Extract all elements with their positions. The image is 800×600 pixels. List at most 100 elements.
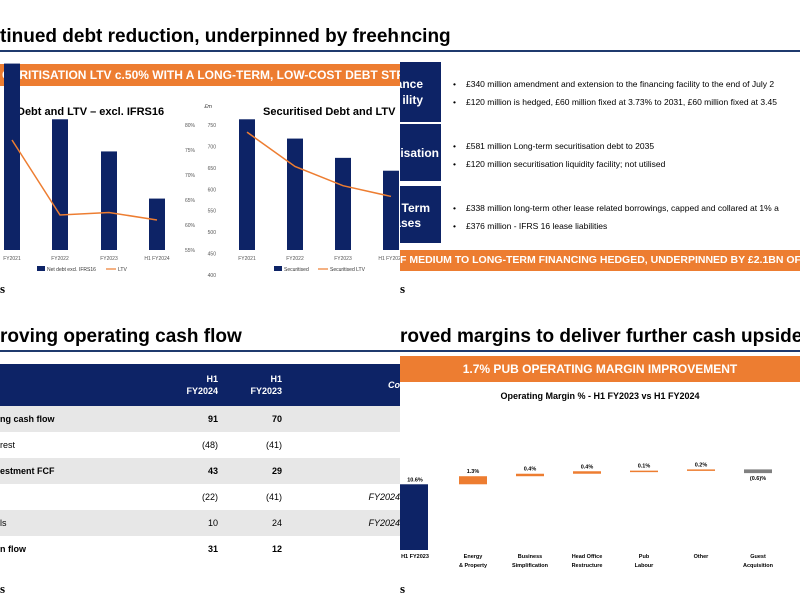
bar-securitised [239, 119, 255, 251]
x-tick-label: FY2023 [100, 256, 118, 262]
panel-title: roving operating cash flow [0, 326, 242, 347]
x-category-label: Simplification [512, 563, 549, 569]
waterfall-step-bar [630, 470, 658, 473]
chart-title-securitised: Securitised Debt and LTV [263, 106, 396, 118]
facility-label-2: ility [402, 93, 423, 107]
leases-label-1: Term [401, 201, 430, 215]
margin-banner: 1.7% PUB OPERATING MARGIN IMPROVEMENT [400, 356, 800, 382]
bullet: £376 million - IFRS 16 lease liabilities [453, 221, 607, 231]
footer-mark: s [400, 581, 406, 596]
x-category-label: Pub [639, 554, 650, 560]
ltv-banner: CURITISATION LTV c.50% WITH A LONG-TERM,… [0, 64, 400, 86]
y2-tick-label: 75% [185, 148, 196, 154]
leases-label-2: ases [400, 216, 421, 230]
cash-flow-table: H1 FY2024 H1 FY2023 Co ng cash flow 91 70 … [0, 364, 400, 562]
y2-tick-label: 55% [185, 248, 196, 254]
y-tick-label: 700 [208, 144, 217, 150]
bar-net-debt [4, 63, 20, 251]
x-tick-label: FY2023 [334, 256, 352, 262]
table-row: ls 10 24 FY2024 [0, 510, 400, 536]
legend-swatch-net-debt [37, 266, 45, 271]
securitisation-label: isation [400, 146, 439, 160]
securitisation-box: isation [400, 124, 441, 181]
y2-tick-label: 80% [185, 123, 196, 129]
y2-tick-label: 65% [185, 198, 196, 204]
line-securitised-ltv [246, 131, 392, 198]
panel-operating-cash-flow: roving operating cash flow H1 FY2024 H1 FY… [0, 300, 400, 600]
debt-charts: FY2021 FY2022 FY2023 H1 FY2024 80% 75% 70% 65% 6… [3, 63, 400, 279]
panel-title: ncing [400, 26, 451, 47]
footer-mark: s [0, 581, 6, 596]
legend-label: Securitised [284, 267, 309, 273]
col-comment: Co [282, 364, 400, 406]
x-tick-label: H1 FY2024 [144, 256, 170, 262]
bullet: £338 million long-term other lease relat… [453, 203, 779, 213]
table-row: ng cash flow 91 70 [0, 406, 400, 432]
waterfall-step-bar [687, 469, 715, 471]
bar-securitised [287, 138, 303, 250]
data-label: 0.4% [581, 464, 594, 470]
data-label: 0.2% [695, 462, 708, 468]
title-rule [400, 350, 800, 352]
bar-securitised [383, 170, 399, 250]
chart-title-debt-ltv: Debt and LTV – excl. IFRS16 [17, 106, 165, 118]
table-row: estment FCF 43 29 [0, 458, 400, 484]
bar-net-debt [52, 119, 68, 251]
x-category-label: Acquisition [743, 563, 774, 569]
legend-swatch-securitised [274, 266, 282, 271]
hedged-banner: F MEDIUM TO LONG-TERM FINANCING HEDGED, … [400, 250, 800, 271]
bar-net-debt [149, 198, 165, 250]
table-row: (22) (41) FY2024 [201, 492, 400, 502]
footer-mark: s [400, 281, 406, 296]
footer-mark: s [0, 281, 6, 296]
bar-net-debt [101, 151, 117, 250]
data-label: 0.1% [638, 464, 651, 470]
y-tick-label: 450 [208, 252, 217, 258]
col-h1-fy2023: H1 FY2023 [218, 364, 282, 406]
legend-label: LTV [118, 267, 127, 273]
waterfall-base-bar [400, 484, 428, 550]
data-label: 1.3% [467, 469, 480, 475]
col-h1-fy2024: H1 FY2024 [165, 364, 218, 406]
legend-label: Securitised LTV [330, 267, 366, 273]
facility-label-1: ance [400, 77, 423, 91]
y-tick-label: 550 [208, 209, 217, 215]
x-category-label: Other [694, 554, 710, 560]
panel-debt-reduction: tinued debt reduction, underpinned by fr… [0, 0, 400, 300]
x-category-label: Labour [635, 563, 654, 569]
panel-financing: ncing ance ility £340 million amendment … [400, 0, 800, 300]
title-rule [0, 350, 400, 352]
y2-tick-label: 70% [185, 173, 196, 179]
data-label: 10.6% [407, 477, 423, 483]
bar-securitised [335, 157, 351, 250]
title-rule [400, 50, 800, 52]
waterfall-step-bar [744, 469, 772, 474]
x-category-label: & Property [459, 563, 488, 569]
y-tick-label: 400 [208, 273, 217, 279]
x-category-label: H1 FY2023 [401, 554, 429, 560]
y-tick-label: 600 [208, 187, 217, 193]
bullet: £581 million Long-term securitisation de… [453, 141, 654, 151]
table-row: rest (48) (41) [0, 440, 282, 450]
line-ltv [11, 139, 158, 221]
x-tick-label: FY2022 [51, 256, 69, 262]
title-rule [0, 50, 400, 52]
data-label: 0.4% [524, 467, 537, 473]
panel-margins: roved margins to deliver further cash up… [400, 300, 800, 600]
data-label: (0.6)% [750, 476, 766, 482]
panel-title: roved margins to deliver further cash up… [400, 326, 800, 347]
y-tick-label: 650 [208, 166, 217, 172]
panel-title: tinued debt reduction, underpinned by fr… [0, 26, 400, 47]
y-tick-label: 500 [208, 230, 217, 236]
unit-label: £m [203, 104, 212, 110]
waterfall-step-bar [459, 476, 487, 485]
waterfall-step-bar [516, 473, 544, 477]
legend-label: Net debt excl. IFRS16 [47, 267, 96, 273]
x-tick-label: FY2022 [286, 256, 304, 262]
x-category-label: Guest [750, 554, 766, 560]
x-tick-label: FY2021 [3, 256, 21, 262]
table-header: H1 FY2024 H1 FY2023 Co [0, 364, 400, 406]
x-category-label: Restructure [572, 563, 603, 569]
bullet: £340 million amendment and extension to … [453, 79, 774, 89]
x-category-label: Energy [464, 554, 484, 560]
